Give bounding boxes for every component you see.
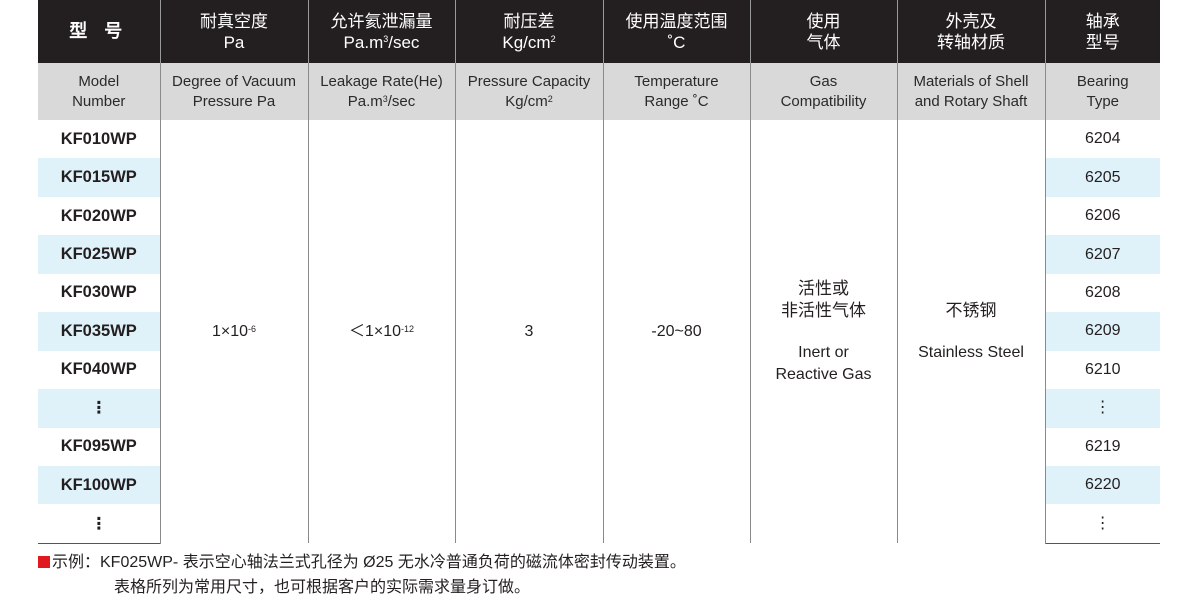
model-cell: KF010WP — [38, 120, 161, 159]
gas-value: 活性或 非活性气体 Inert or Reactive Gas — [749, 120, 898, 544]
subheader-row: Model Number Degree of Vacuum Pressure Pa … — [38, 63, 1160, 120]
model-cell: KF040WP — [38, 350, 161, 390]
pressure-value: 3 — [454, 120, 604, 544]
bearing-cell: 6220 — [1044, 465, 1160, 505]
vacuum-value: 1×10-6 — [159, 120, 309, 544]
model-cell: ⋮ — [38, 504, 161, 544]
note-line-1: 示例：KF025WP- 表示空心轴法兰式孔径为 Ø25 无水冷普通负荷的磁流体密… — [52, 554, 686, 571]
table-row: KF030WP 6208 — [38, 273, 1160, 313]
header-pressure: 耐压差 Kg/cm2 — [454, 0, 604, 63]
header-leakage: 允许氦泄漏量 Pa.m3/sec — [307, 0, 456, 63]
bearing-cell: 6209 — [1044, 312, 1160, 351]
header-temperature: 使用温度范围 ˚C — [602, 0, 751, 63]
header-bearing: 轴承 型号 — [1044, 0, 1160, 63]
leakage-value: ＜1×10-12 — [307, 120, 456, 544]
model-cell: KF025WP — [38, 235, 161, 274]
bearing-cell: ⋮ — [1044, 504, 1160, 544]
model-cell: KF100WP — [38, 465, 161, 505]
table-row: KF040WP 6210 — [38, 350, 1160, 390]
bearing-cell: 6208 — [1044, 273, 1160, 313]
table-row: KF025WP 6207 — [38, 235, 1160, 274]
footnote: 示例：KF025WP- 表示空心轴法兰式孔径为 Ø25 无水冷普通负荷的磁流体密… — [38, 550, 686, 600]
note-line-2: 表格所列为常用尺寸，也可根据客户的实际需求量身订做。 — [114, 579, 531, 596]
bearing-cell: 6205 — [1044, 158, 1160, 197]
sub-material: Materials of Shell and Rotary Shaft — [896, 63, 1046, 120]
header-material: 外壳及 转轴材质 — [896, 0, 1046, 63]
model-cell: KF095WP — [38, 427, 161, 466]
table-row: KF015WP 6205 — [38, 158, 1160, 197]
table-row: KF035WP 6209 — [38, 312, 1160, 351]
table-row: KF020WP 6206 — [38, 196, 1160, 236]
bearing-cell: 6207 — [1044, 235, 1160, 274]
model-cell: KF030WP — [38, 273, 161, 313]
header-model: 型 号 — [38, 0, 161, 63]
sub-model: Model Number — [38, 63, 161, 120]
model-cell: KF020WP — [38, 196, 161, 236]
sub-gas: Gas Compatibility — [749, 63, 898, 120]
material-value: 不锈钢 Stainless Steel — [896, 120, 1046, 544]
sub-vacuum: Degree of Vacuum Pressure Pa — [159, 63, 309, 120]
bearing-cell: 6206 — [1044, 196, 1160, 236]
temperature-value: -20~80 — [602, 120, 751, 544]
spec-table: 型 号 耐真空度 Pa 允许氦泄漏量 Pa.m3/sec 耐压差 Kg/cm2 使用温… — [38, 0, 1160, 544]
bearing-cell: 6204 — [1044, 120, 1160, 159]
bearing-cell: 6210 — [1044, 350, 1160, 390]
sub-temperature: Temperature Range ˚C — [602, 63, 751, 120]
model-cell: KF015WP — [38, 158, 161, 197]
header-gas: 使用 气体 — [749, 0, 898, 63]
bearing-cell: ⋮ — [1044, 389, 1160, 428]
table-row: ⋮ ⋮ — [38, 389, 1160, 428]
model-cell: KF035WP — [38, 312, 161, 351]
bearing-cell: 6219 — [1044, 427, 1160, 466]
header-vacuum: 耐真空度 Pa — [159, 0, 309, 63]
sub-leakage: Leakage Rate(He) Pa.m3/sec — [307, 63, 456, 120]
table-row: KF010WP 1×10-6 ＜1×10-12 3 -20~80 活性或 非活性气体… — [38, 120, 1160, 544]
sub-bearing: Bearing Type — [1044, 63, 1160, 120]
table-row: ⋮ ⋮ — [38, 504, 1160, 544]
header-row: 型 号 耐真空度 Pa 允许氦泄漏量 Pa.m3/sec 耐压差 Kg/cm2 使用温… — [38, 0, 1160, 63]
red-square-marker-icon — [38, 556, 50, 568]
table-row: KF095WP 6219 — [38, 427, 1160, 466]
sub-pressure: Pressure Capacity Kg/cm2 — [454, 63, 604, 120]
table-row: KF100WP 6220 — [38, 465, 1160, 505]
model-cell: ⋮ — [38, 389, 161, 428]
